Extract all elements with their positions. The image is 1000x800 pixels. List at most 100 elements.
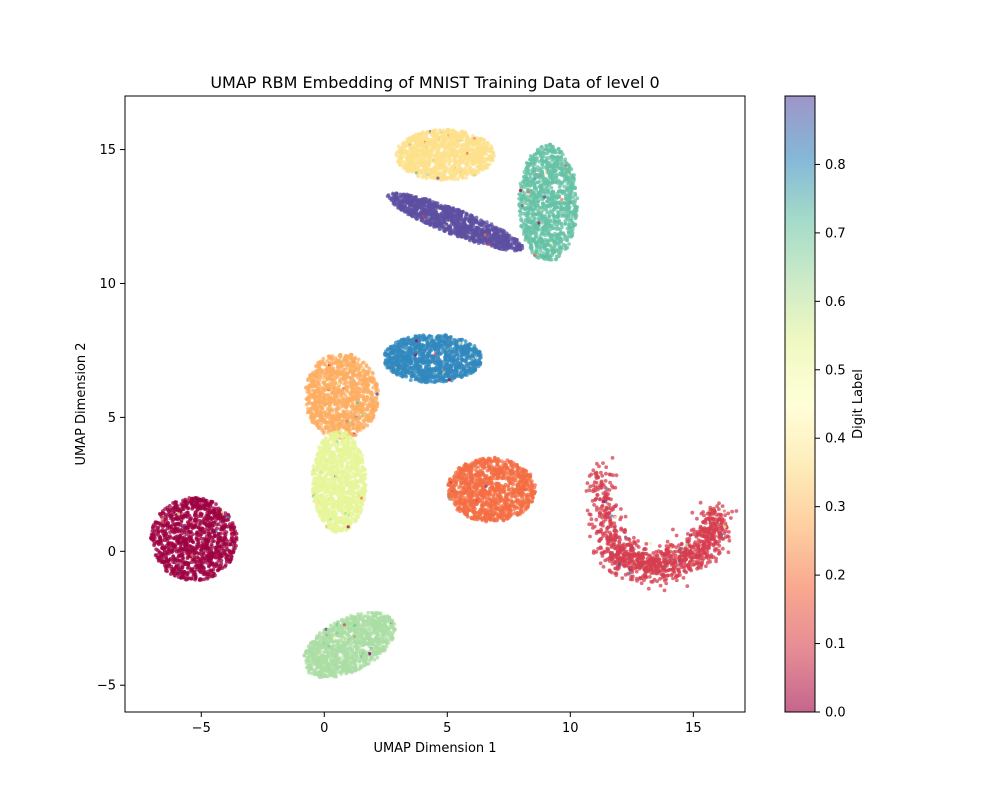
scatter-point xyxy=(598,561,603,566)
scatter-point xyxy=(626,543,631,547)
scatter-point xyxy=(176,572,181,576)
scatter-point xyxy=(604,465,609,470)
scatter-point xyxy=(638,575,643,580)
scatter-point xyxy=(166,521,170,526)
scatter-point xyxy=(348,376,353,380)
scatter-point xyxy=(357,415,361,420)
scatter-point xyxy=(201,556,206,560)
scatter-point xyxy=(588,512,593,517)
scatter-point xyxy=(506,491,511,496)
scatter-point xyxy=(315,409,320,414)
scatter-point xyxy=(349,356,354,361)
scatter-point xyxy=(608,480,612,485)
scatter-point xyxy=(695,542,700,547)
scatter-point xyxy=(620,576,625,580)
scatter-point xyxy=(671,544,676,549)
scatter-point xyxy=(162,523,167,528)
scatter-point xyxy=(353,382,358,386)
scatter-point xyxy=(198,506,203,511)
scatter-point xyxy=(330,391,335,396)
scatter-point xyxy=(609,497,613,502)
scatter-point xyxy=(730,509,734,514)
scatter-point xyxy=(333,356,338,360)
scatter-point xyxy=(623,572,628,577)
scatter-point xyxy=(447,478,452,482)
scatter-point xyxy=(226,515,230,519)
scatter-point xyxy=(485,468,490,473)
scatter-point xyxy=(647,575,652,579)
scatter-point xyxy=(607,472,612,477)
scatter-point xyxy=(476,499,481,504)
scatter-point xyxy=(661,569,665,573)
scatter-point xyxy=(176,526,180,531)
scatter-point xyxy=(510,463,514,468)
scatter-point xyxy=(719,526,724,530)
chart-title: UMAP RBM Embedding of MNIST Training Dat… xyxy=(210,73,659,92)
scatter-point xyxy=(223,551,227,556)
scatter-point xyxy=(718,531,722,536)
scatter-point xyxy=(512,511,517,516)
scatter-point xyxy=(677,569,681,574)
scatter-point xyxy=(215,526,219,531)
scatter-point xyxy=(191,505,195,510)
scatter-point xyxy=(357,364,362,368)
scatter-point xyxy=(152,534,156,539)
scatter-point xyxy=(473,468,478,472)
scatter-point xyxy=(479,503,484,508)
scatter-point xyxy=(677,543,681,548)
scatter-point xyxy=(224,556,228,560)
scatter-point xyxy=(482,478,487,483)
scatter-point xyxy=(317,378,322,383)
scatter-point xyxy=(210,536,214,540)
scatter-point xyxy=(673,553,678,558)
scatter-point xyxy=(531,489,536,494)
scatter-point xyxy=(711,512,716,516)
scatter-point xyxy=(708,524,713,529)
scatter-point xyxy=(472,490,476,495)
scatter-point xyxy=(623,514,628,519)
scatter-point xyxy=(601,564,606,569)
scatter-point xyxy=(176,516,181,520)
scatter-point xyxy=(597,514,602,519)
scatter-point xyxy=(366,418,370,422)
scatter-point xyxy=(714,556,718,561)
scatter-point xyxy=(164,559,169,563)
scatter-point xyxy=(489,480,494,485)
scatter-point xyxy=(164,517,169,522)
scatter-point xyxy=(613,560,618,565)
scatter-point xyxy=(694,535,699,539)
scatter-point xyxy=(647,563,652,568)
scatter-point xyxy=(177,512,181,516)
scatter-point xyxy=(603,479,608,483)
scatter-point xyxy=(613,504,618,509)
scatter-point xyxy=(189,523,194,528)
scatter-point xyxy=(188,544,192,548)
scatter-point xyxy=(471,481,476,486)
scatter-point xyxy=(587,488,592,493)
scatter-point xyxy=(597,464,601,469)
scatter-point xyxy=(218,514,222,519)
scatter-point xyxy=(530,494,535,499)
scatter-point xyxy=(179,502,184,507)
scatter-point xyxy=(187,513,192,518)
scatter-point xyxy=(701,510,705,514)
scatter-point xyxy=(507,505,512,510)
scatter-point xyxy=(607,488,612,492)
scatter-point xyxy=(343,358,348,362)
scatter-point xyxy=(190,539,195,544)
scatter-point xyxy=(632,541,636,545)
scatter-point xyxy=(220,510,224,514)
scatter-point xyxy=(529,484,534,488)
scatter-point xyxy=(605,546,610,551)
scatter-point xyxy=(597,538,602,543)
scatter-point xyxy=(457,485,461,490)
scatter-point xyxy=(324,413,328,417)
scatter-point xyxy=(604,471,608,476)
scatter-points xyxy=(149,127,739,680)
scatter-point xyxy=(219,558,224,563)
scatter-point xyxy=(466,465,470,470)
scatter-point xyxy=(360,407,364,411)
scatter-point xyxy=(617,562,621,566)
scatter-point xyxy=(336,360,341,365)
scatter-point xyxy=(370,392,374,397)
